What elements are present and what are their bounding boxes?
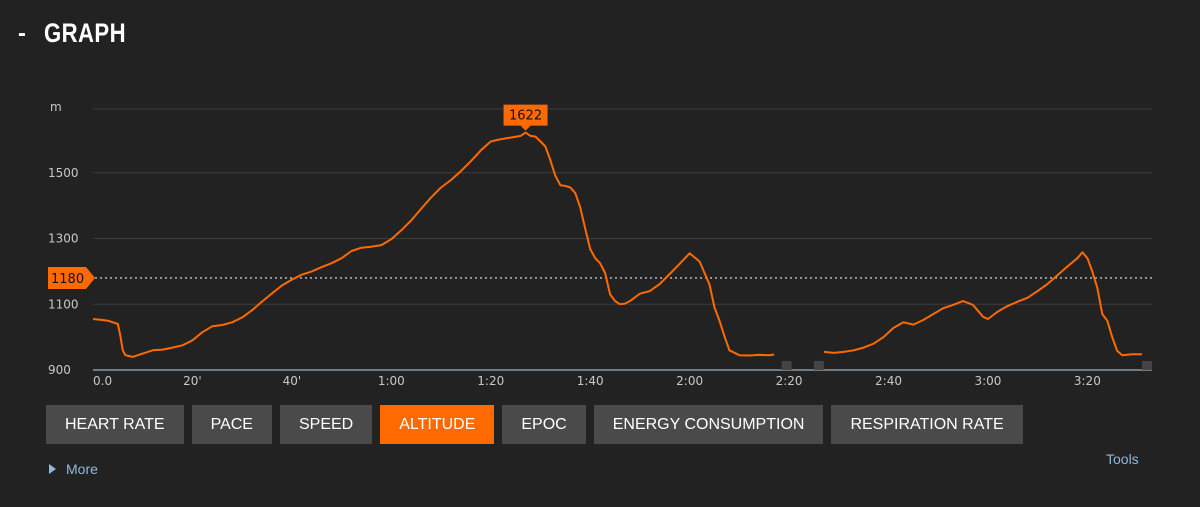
x-tick-label: 2:00: [676, 374, 703, 388]
x-tick-label: 1:00: [378, 374, 405, 388]
tab-speed[interactable]: SPEED: [279, 405, 373, 444]
max-label: 1622: [509, 109, 542, 124]
caret-right-icon: [49, 464, 56, 474]
x-tick-label: 2:20: [776, 374, 803, 388]
tab-energy-consumption[interactable]: ENERGY CONSUMPTION: [593, 405, 824, 444]
gap-marker: [781, 361, 792, 370]
x-tick-label: 3:00: [974, 374, 1001, 388]
tab-altitude[interactable]: ALTITUDE: [380, 405, 495, 444]
x-tick-label: 2:40: [875, 374, 902, 388]
page-title: GRAPH: [44, 18, 127, 48]
tools-link[interactable]: Tools: [1106, 451, 1139, 467]
tab-pace[interactable]: PACE: [191, 405, 272, 444]
x-tick-label: 40': [283, 374, 302, 388]
gap-marker: [1142, 361, 1153, 370]
reference-label: 1180: [51, 272, 84, 287]
tab-respiration-rate[interactable]: RESPIRATION RATE: [831, 405, 1023, 444]
more-link[interactable]: More: [49, 461, 98, 477]
x-tick-label: 3:20: [1074, 374, 1101, 388]
altitude-chart: 900 1100 1300 1500 m 0.0 20' 40' 1:00 1:20 1:40 2:0…: [48, 100, 1153, 388]
tab-heart-rate[interactable]: HEART RATE: [46, 405, 184, 444]
x-tick-label: 1:20: [477, 374, 504, 388]
series-line-segment-1: [92, 131, 775, 358]
x-tick-label: 20': [183, 374, 202, 388]
metric-tabs: HEART RATE PACE SPEED ALTITUDE EPOC ENER…: [46, 405, 1023, 444]
y-tick-label: 900: [48, 363, 71, 377]
y-tick-label: 1500: [48, 166, 79, 180]
series-line-segment-2: [823, 251, 1143, 357]
collapse-toggle[interactable]: -: [18, 19, 26, 47]
more-label: More: [66, 461, 98, 477]
y-tick-label: 1300: [48, 232, 79, 246]
gap-marker: [813, 361, 824, 370]
reference-badge: [48, 266, 95, 289]
graph-header: - GRAPH: [18, 18, 144, 49]
max-badge: [503, 104, 548, 126]
max-badge-pointer: [520, 125, 531, 131]
x-tick-label: 0.0: [93, 374, 112, 388]
y-axis-label: m: [50, 100, 62, 114]
y-tick-label: 1100: [48, 297, 79, 311]
x-tick-label: 1:40: [577, 374, 604, 388]
tab-epoc[interactable]: EPOC: [502, 405, 586, 444]
